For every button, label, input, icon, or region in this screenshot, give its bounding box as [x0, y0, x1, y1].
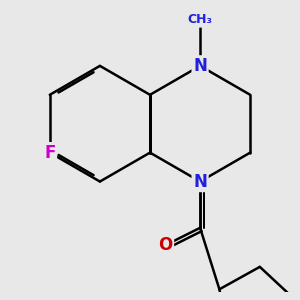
Text: F: F: [44, 144, 56, 162]
Text: O: O: [158, 236, 172, 254]
Text: N: N: [193, 172, 207, 190]
Text: N: N: [193, 57, 207, 75]
Text: CH₃: CH₃: [188, 14, 213, 26]
